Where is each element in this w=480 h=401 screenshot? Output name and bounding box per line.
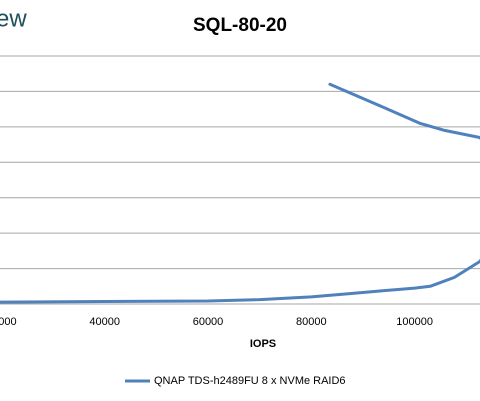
- x-tick-label: 40000: [89, 316, 120, 328]
- logo: ew: [0, 5, 27, 32]
- x-axis-label: IOPS: [250, 338, 276, 350]
- x-tick-label: 60000: [193, 316, 224, 328]
- x-tick-label: 80000: [296, 316, 327, 328]
- data-line: [0, 82, 480, 304]
- legend-label: QNAP TDS-h2489FU 8 x NVMe RAID6: [154, 375, 346, 387]
- x-tick-label: 100000: [396, 316, 433, 328]
- x-tick-label: 20000: [0, 316, 17, 328]
- chart-title: SQL-80-20: [193, 15, 287, 36]
